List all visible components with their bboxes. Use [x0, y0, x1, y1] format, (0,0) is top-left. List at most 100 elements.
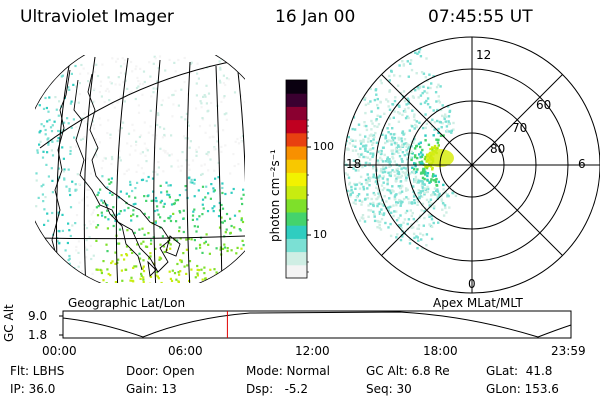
emission-pixel [418, 153, 421, 156]
emission-pixel [205, 233, 208, 236]
emission-pixel [47, 141, 50, 144]
emission-pixel [215, 271, 218, 274]
emission-pixel [68, 262, 71, 265]
emission-pixel [220, 216, 223, 219]
emission-pixel [436, 190, 440, 193]
emission-pixel [164, 69, 167, 72]
emission-pixel [397, 216, 400, 220]
emission-pixel [406, 115, 409, 118]
emission-pixel [405, 176, 408, 179]
emission-pixel [403, 99, 407, 103]
emission-pixel [376, 103, 379, 107]
emission-pixel [68, 88, 71, 91]
emission-pixel [367, 137, 370, 140]
emission-pixel [401, 160, 404, 163]
emission-pixel [355, 159, 358, 163]
emission-pixel [81, 117, 84, 120]
emission-pixel [156, 275, 159, 278]
emission-pixel [175, 239, 179, 242]
emission-pixel [197, 189, 200, 192]
emission-pixel [217, 176, 220, 179]
emission-pixel [402, 133, 405, 136]
emission-pixel [185, 248, 188, 251]
emission-pixel [422, 85, 425, 88]
emission-pixel [406, 60, 409, 63]
emission-pixel [51, 140, 54, 143]
emission-pixel [223, 95, 226, 98]
emission-pixel [114, 219, 117, 222]
emission-pixel [118, 242, 121, 245]
emission-pixel [414, 175, 418, 179]
emission-pixel [428, 204, 431, 207]
emission-pixel [365, 144, 368, 147]
colorbar-swatch [286, 251, 307, 266]
emission-pixel [392, 214, 395, 218]
emission-pixel [383, 153, 386, 157]
emission-pixel [219, 66, 222, 69]
emission-pixel [129, 180, 132, 183]
emission-pixel [363, 124, 366, 128]
emission-pixel [354, 145, 357, 148]
emission-pixel [182, 252, 185, 255]
emission-pixel [46, 83, 49, 86]
emission-pixel [384, 166, 388, 169]
emission-pixel [154, 137, 157, 140]
emission-pixel [429, 120, 432, 124]
emission-pixel [364, 111, 367, 115]
emission-pixel [93, 70, 96, 73]
emission-pixel [138, 135, 141, 139]
emission-pixel [412, 140, 415, 144]
emission-pixel [393, 74, 396, 77]
emission-pixel [398, 74, 402, 78]
emission-pixel [354, 202, 357, 205]
emission-pixel [387, 226, 390, 229]
emission-pixel [169, 184, 172, 187]
emission-pixel [61, 229, 64, 232]
emission-pixel [391, 127, 394, 130]
emission-pixel [403, 171, 406, 175]
emission-pixel [137, 85, 140, 88]
emission-pixel [423, 90, 426, 93]
emission-pixel [363, 220, 367, 223]
emission-pixel [382, 175, 385, 178]
emission-pixel [230, 224, 233, 228]
emission-pixel [110, 181, 113, 184]
emission-pixel [56, 65, 59, 68]
emission-pixel [375, 141, 379, 144]
colorbar-swatch [286, 212, 307, 226]
emission-pixel [383, 195, 386, 198]
emission-pixel [389, 222, 392, 226]
emission-pixel [386, 158, 389, 161]
emission-pixel [138, 252, 141, 255]
emission-pixel [395, 236, 398, 239]
mlat-label-60: 60 [536, 98, 552, 112]
emission-pixel [418, 121, 421, 124]
timeline-xtick-1800: 18:00 [423, 344, 458, 358]
emission-pixel [107, 76, 110, 79]
emission-pixel [388, 79, 391, 82]
emission-pixel [132, 213, 135, 216]
emission-pixel [130, 214, 133, 218]
emission-pixel [99, 188, 102, 191]
emission-pixel [359, 147, 362, 150]
emission-pixel [108, 182, 111, 185]
emission-pixel [203, 266, 206, 269]
emission-pixel [389, 234, 393, 238]
emission-pixel [134, 187, 137, 190]
emission-pixel [193, 208, 196, 211]
emission-pixel [88, 220, 91, 223]
emission-pixel [83, 120, 86, 123]
emission-pixel [437, 138, 440, 142]
emission-pixel [389, 160, 392, 163]
emission-pixel [98, 117, 101, 120]
emission-pixel [351, 139, 354, 142]
emission-pixel [416, 156, 419, 160]
emission-pixel [384, 160, 388, 163]
timeline-ytick-9: 9.0 [28, 309, 48, 323]
emission-pixel [92, 124, 95, 127]
emission-pixel [155, 199, 158, 202]
emission-pixel [144, 154, 147, 157]
emission-pixel [432, 191, 435, 194]
emission-pixel [162, 245, 166, 248]
emission-pixel [206, 154, 210, 157]
